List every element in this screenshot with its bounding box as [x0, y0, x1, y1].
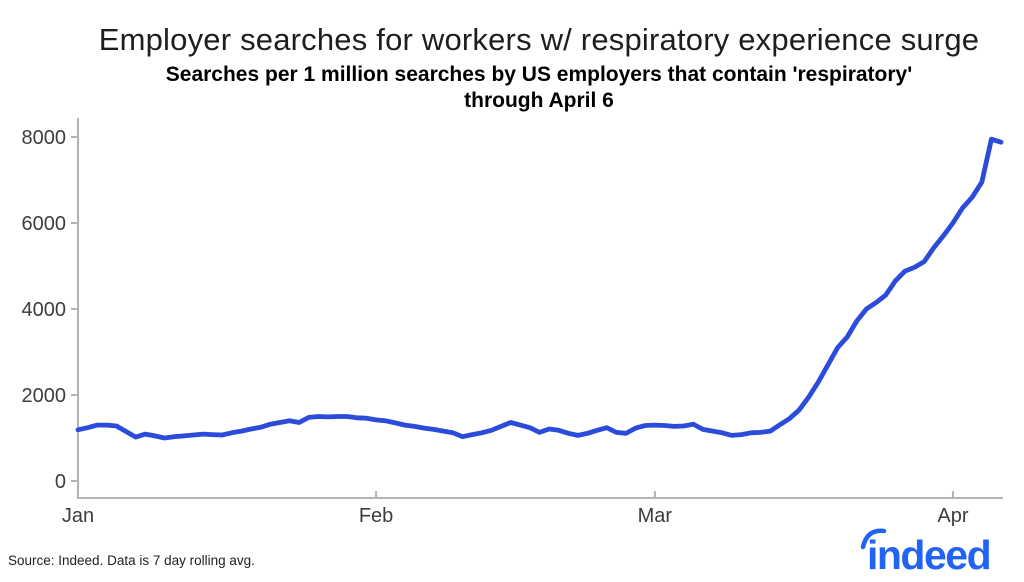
data-line: [75, 136, 1004, 441]
x-tick-label: Jan: [62, 505, 94, 527]
y-tick-label: 2000: [22, 385, 67, 407]
y-tick-label: 0: [55, 471, 66, 493]
y-tick-label: 8000: [22, 127, 67, 149]
chart-subtitle-line1: Searches per 1 million searches by US em…: [165, 63, 913, 86]
x-tick-label: Apr: [937, 505, 968, 527]
chart-subtitle-line2: through April 6: [464, 89, 614, 112]
x-tick-label: Mar: [638, 505, 673, 527]
chart-title: Employer searches for workers w/ respira…: [98, 22, 980, 57]
x-tick-label: Feb: [359, 505, 393, 527]
y-tick-label: 4000: [22, 299, 67, 321]
indeed-logo: indeed: [859, 524, 1014, 578]
source-note: Source: Indeed. Data is 7 day rolling av…: [8, 553, 255, 568]
chart-subtitle: Searches per 1 million searches by US em…: [56, 62, 1022, 114]
y-tick-label: 6000: [22, 213, 67, 235]
indeed-logo-text: indeed: [867, 532, 990, 576]
indeed-swoosh-icon: [860, 528, 887, 550]
